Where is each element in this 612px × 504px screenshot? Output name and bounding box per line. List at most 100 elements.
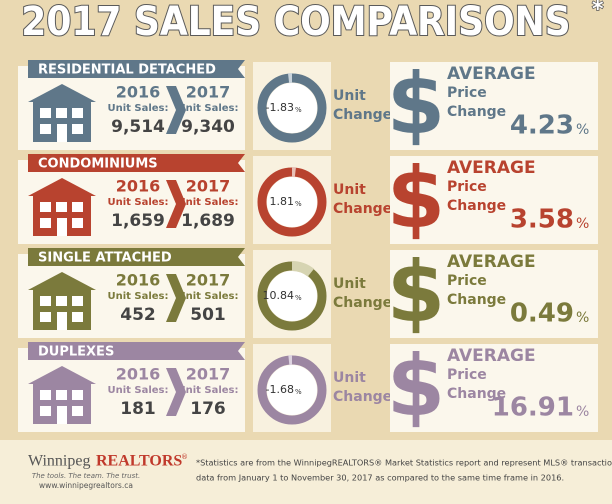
price-change: 4.23 <box>510 111 574 141</box>
donut-center <box>267 365 317 415</box>
percent-sign: % <box>295 106 302 114</box>
price-caption: Price <box>447 85 487 101</box>
percent-sign: % <box>295 388 302 396</box>
unit-change-value: -1.68 <box>266 383 294 396</box>
house-window <box>40 312 51 322</box>
footnote: data from January 1 to November 30, 2017… <box>196 473 564 483</box>
arrow <box>166 180 186 228</box>
unit-sales: 452 <box>120 305 156 325</box>
unit-sales-label: Unit Sales: <box>177 291 238 302</box>
unit-change-value: 1.81 <box>270 195 295 208</box>
average: AVERAGE <box>447 346 536 366</box>
house-window <box>72 406 83 416</box>
unit-sales-label: Unit Sales: <box>107 385 168 396</box>
house-window <box>56 390 67 400</box>
house-roof <box>28 84 96 102</box>
year: 2016 <box>116 271 161 290</box>
arrow <box>166 274 186 322</box>
house-window <box>72 202 83 212</box>
unit-sales-label: Unit Sales: <box>177 197 238 208</box>
percent-sign: % <box>576 122 589 138</box>
donut-center <box>267 177 317 227</box>
unit-sales: 501 <box>190 305 226 325</box>
house-window <box>40 108 51 118</box>
house-window <box>56 296 67 306</box>
house-window <box>40 296 51 306</box>
unit-caption: Change <box>333 389 392 405</box>
price-change: 0.49 <box>510 299 574 329</box>
title-asterisk: * <box>592 0 604 22</box>
title: 2017 SALES COMPARISONS <box>21 0 570 45</box>
house-window <box>56 202 67 212</box>
house-roof <box>28 178 96 196</box>
price-card <box>390 344 598 432</box>
unit-change-value: -1.83 <box>266 101 294 114</box>
dollar-icon: $ <box>387 149 445 247</box>
house-door <box>57 312 67 330</box>
logo-b: REALTORS <box>96 453 182 470</box>
house-door <box>57 406 67 424</box>
year: 2016 <box>116 83 161 102</box>
price-caption: Price <box>447 273 487 289</box>
price-caption: Change <box>447 104 506 120</box>
dollar-icon: $ <box>387 243 445 341</box>
percent-sign: % <box>295 294 302 302</box>
footnote: *Statistics are from the WinnipegREALTOR… <box>196 458 612 468</box>
category-name: RESIDENTIAL DETACHED <box>38 63 216 78</box>
year: 2017 <box>186 83 231 102</box>
category-name: SINGLE ATTACHED <box>38 251 172 266</box>
house-roof <box>28 272 96 290</box>
unit-caption: Unit <box>333 88 366 104</box>
unit-caption: Change <box>333 201 392 217</box>
unit-caption: Unit <box>333 276 366 292</box>
house-window <box>40 124 51 134</box>
donut-arc <box>291 261 315 277</box>
tagline: The tools. The team. The trust. <box>32 472 140 480</box>
donut-center <box>267 83 317 133</box>
house-window <box>72 390 83 400</box>
unit-sales-label: Unit Sales: <box>107 197 168 208</box>
year: 2017 <box>186 271 231 290</box>
unit-sales-label: Unit Sales: <box>107 291 168 302</box>
year: 2016 <box>116 177 161 196</box>
house-roof <box>28 366 96 384</box>
unit-sales: 1,659 <box>111 211 165 231</box>
house-door <box>57 124 67 142</box>
price-caption: Change <box>447 386 506 402</box>
ribbon <box>28 60 245 78</box>
percent-sign: % <box>576 216 589 232</box>
house-window <box>72 218 83 228</box>
dollar-icon: $ <box>387 337 445 435</box>
category-name: CONDOMINIUMS <box>38 157 158 172</box>
unit-change-value: 10.84 <box>263 289 295 302</box>
unit-sales-label: Unit Sales: <box>177 385 238 396</box>
price-card <box>390 62 598 150</box>
unit-sales-label: Unit Sales: <box>107 103 168 114</box>
unit-sales: 176 <box>190 399 226 419</box>
price-card <box>390 156 598 244</box>
year: 2017 <box>186 177 231 196</box>
unit-sales: 9,340 <box>181 117 235 137</box>
dollar-icon: $ <box>387 55 445 153</box>
house-door <box>57 218 67 236</box>
price-caption: Change <box>447 198 506 214</box>
arrow <box>166 368 186 416</box>
price-caption: Price <box>447 367 487 383</box>
price-change: 16.91 <box>492 393 574 423</box>
donut-center <box>267 271 317 321</box>
unit-sales-label: Unit Sales: <box>177 103 238 114</box>
ribbon <box>28 342 245 360</box>
price-caption: Price <box>447 179 487 195</box>
arrow <box>166 86 186 134</box>
category-name: DUPLEXES <box>38 345 114 360</box>
house-window <box>72 108 83 118</box>
price-change: 3.58 <box>510 205 574 235</box>
house-window <box>72 312 83 322</box>
price-caption: Change <box>447 292 506 308</box>
unit-caption: Unit <box>333 370 366 386</box>
house-window <box>72 296 83 306</box>
unit-sales: 9,514 <box>111 117 165 137</box>
house-window <box>40 390 51 400</box>
